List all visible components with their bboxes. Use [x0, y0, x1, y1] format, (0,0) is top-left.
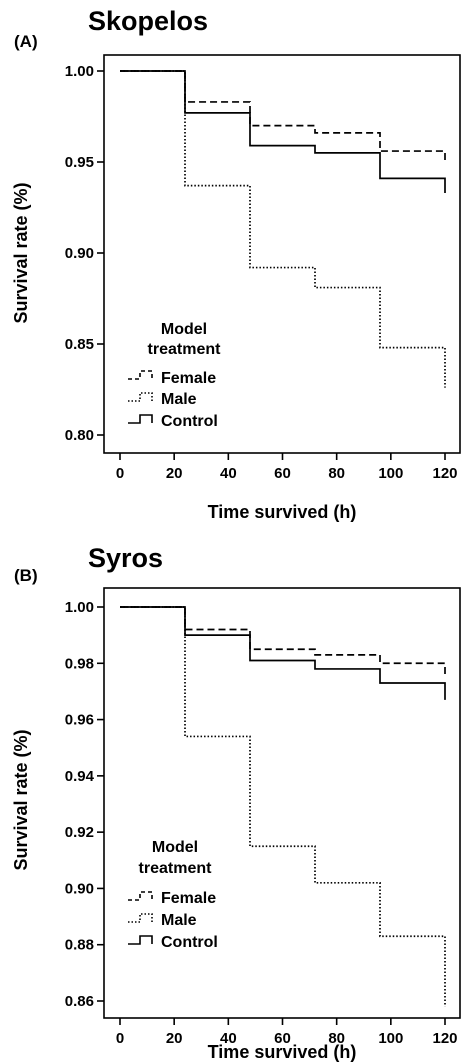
y-tick-label: 0.88: [65, 937, 94, 954]
legend-label: Control: [161, 413, 218, 430]
y-axis: 0.80 0.85 0.90 0.95 1.00: [65, 63, 104, 444]
y-axis-label: Survival rate (%): [11, 729, 31, 870]
y-tick-label: 1.00: [65, 599, 94, 616]
x-tick-label: 20: [166, 1030, 183, 1047]
y-tick-label: 0.85: [65, 336, 94, 353]
legend-key-male: [128, 913, 153, 923]
legend-label: Female: [161, 890, 216, 907]
y-axis-label: Survival rate (%): [11, 182, 31, 323]
x-axis: 0 20 40 60 80 100 120: [116, 1018, 458, 1047]
legend-key-control: [128, 414, 153, 424]
x-tick-label: 0: [116, 1030, 124, 1047]
plot-frame: [103, 54, 461, 454]
x-tick-label: 40: [220, 1030, 237, 1047]
legend-key-male: [128, 392, 153, 402]
x-axis-label: Time survived (h): [208, 1042, 357, 1062]
x-axis-label: Time survived (h): [208, 502, 357, 522]
panel-letter: (A): [14, 32, 38, 51]
x-tick-label: 60: [274, 465, 291, 482]
legend-key-control: [128, 935, 153, 945]
legend: Model treatment Female Male Control: [128, 321, 221, 430]
series-line-male: [120, 70, 446, 388]
y-tick-label: 0.95: [65, 154, 94, 171]
y-tick-label: 0.86: [65, 993, 94, 1010]
series-line-male: [120, 606, 446, 1007]
legend-key-female: [128, 891, 153, 901]
y-axis: 0.86 0.88 0.90 0.92 0.94 0.96 0.98 1.00: [65, 599, 104, 1010]
y-tick-label: 0.92: [65, 824, 94, 841]
x-tick-label: 80: [328, 1030, 345, 1047]
legend-label: Female: [161, 370, 216, 387]
series-line-control: [120, 70, 446, 193]
y-tick-label: 0.98: [65, 655, 94, 672]
x-tick-label: 40: [220, 465, 237, 482]
panel-b: (B) Syros 0.86 0.88 0.90 0.92 0.94 0.96 0.98 1.…: [11, 543, 461, 1062]
y-tick-label: 0.96: [65, 712, 94, 729]
legend-title: treatment: [148, 341, 222, 358]
legend-title: Model: [161, 321, 207, 338]
x-tick-label: 0: [116, 465, 124, 482]
series-line-female: [120, 606, 446, 675]
chart-title: Syros: [88, 543, 163, 573]
x-tick-label: 20: [166, 465, 183, 482]
panel-a: (A) Skopelos 0.80 0.85 0.90 0.95 1.00 0 20 40 6…: [11, 6, 461, 522]
x-tick-label: 100: [378, 465, 403, 482]
chart-title: Skopelos: [88, 6, 208, 36]
legend-title: Model: [152, 839, 198, 856]
x-tick-label: 60: [274, 1030, 291, 1047]
x-tick-label: 80: [328, 465, 345, 482]
y-tick-label: 0.94: [65, 768, 95, 785]
plot-frame: [103, 587, 461, 1019]
x-axis: 0 20 40 60 80 100 120: [116, 453, 458, 482]
x-tick-label: 100: [378, 1030, 403, 1047]
legend-key-female: [128, 370, 153, 380]
legend-title: treatment: [139, 860, 213, 877]
legend-label: Male: [161, 391, 197, 408]
x-tick-label: 120: [432, 1030, 457, 1047]
y-tick-label: 1.00: [65, 63, 94, 80]
y-tick-label: 0.80: [65, 427, 94, 444]
y-tick-label: 0.90: [65, 880, 94, 897]
legend: Model treatment Female Male Control: [128, 839, 218, 951]
y-tick-label: 0.90: [65, 245, 94, 262]
series-lines: [120, 70, 446, 388]
panel-letter: (B): [14, 566, 38, 585]
series-line-control: [120, 606, 446, 700]
series-line-female: [120, 70, 446, 164]
legend-label: Control: [161, 934, 218, 951]
x-tick-label: 120: [432, 465, 457, 482]
series-lines: [120, 606, 446, 1007]
legend-label: Male: [161, 912, 197, 929]
